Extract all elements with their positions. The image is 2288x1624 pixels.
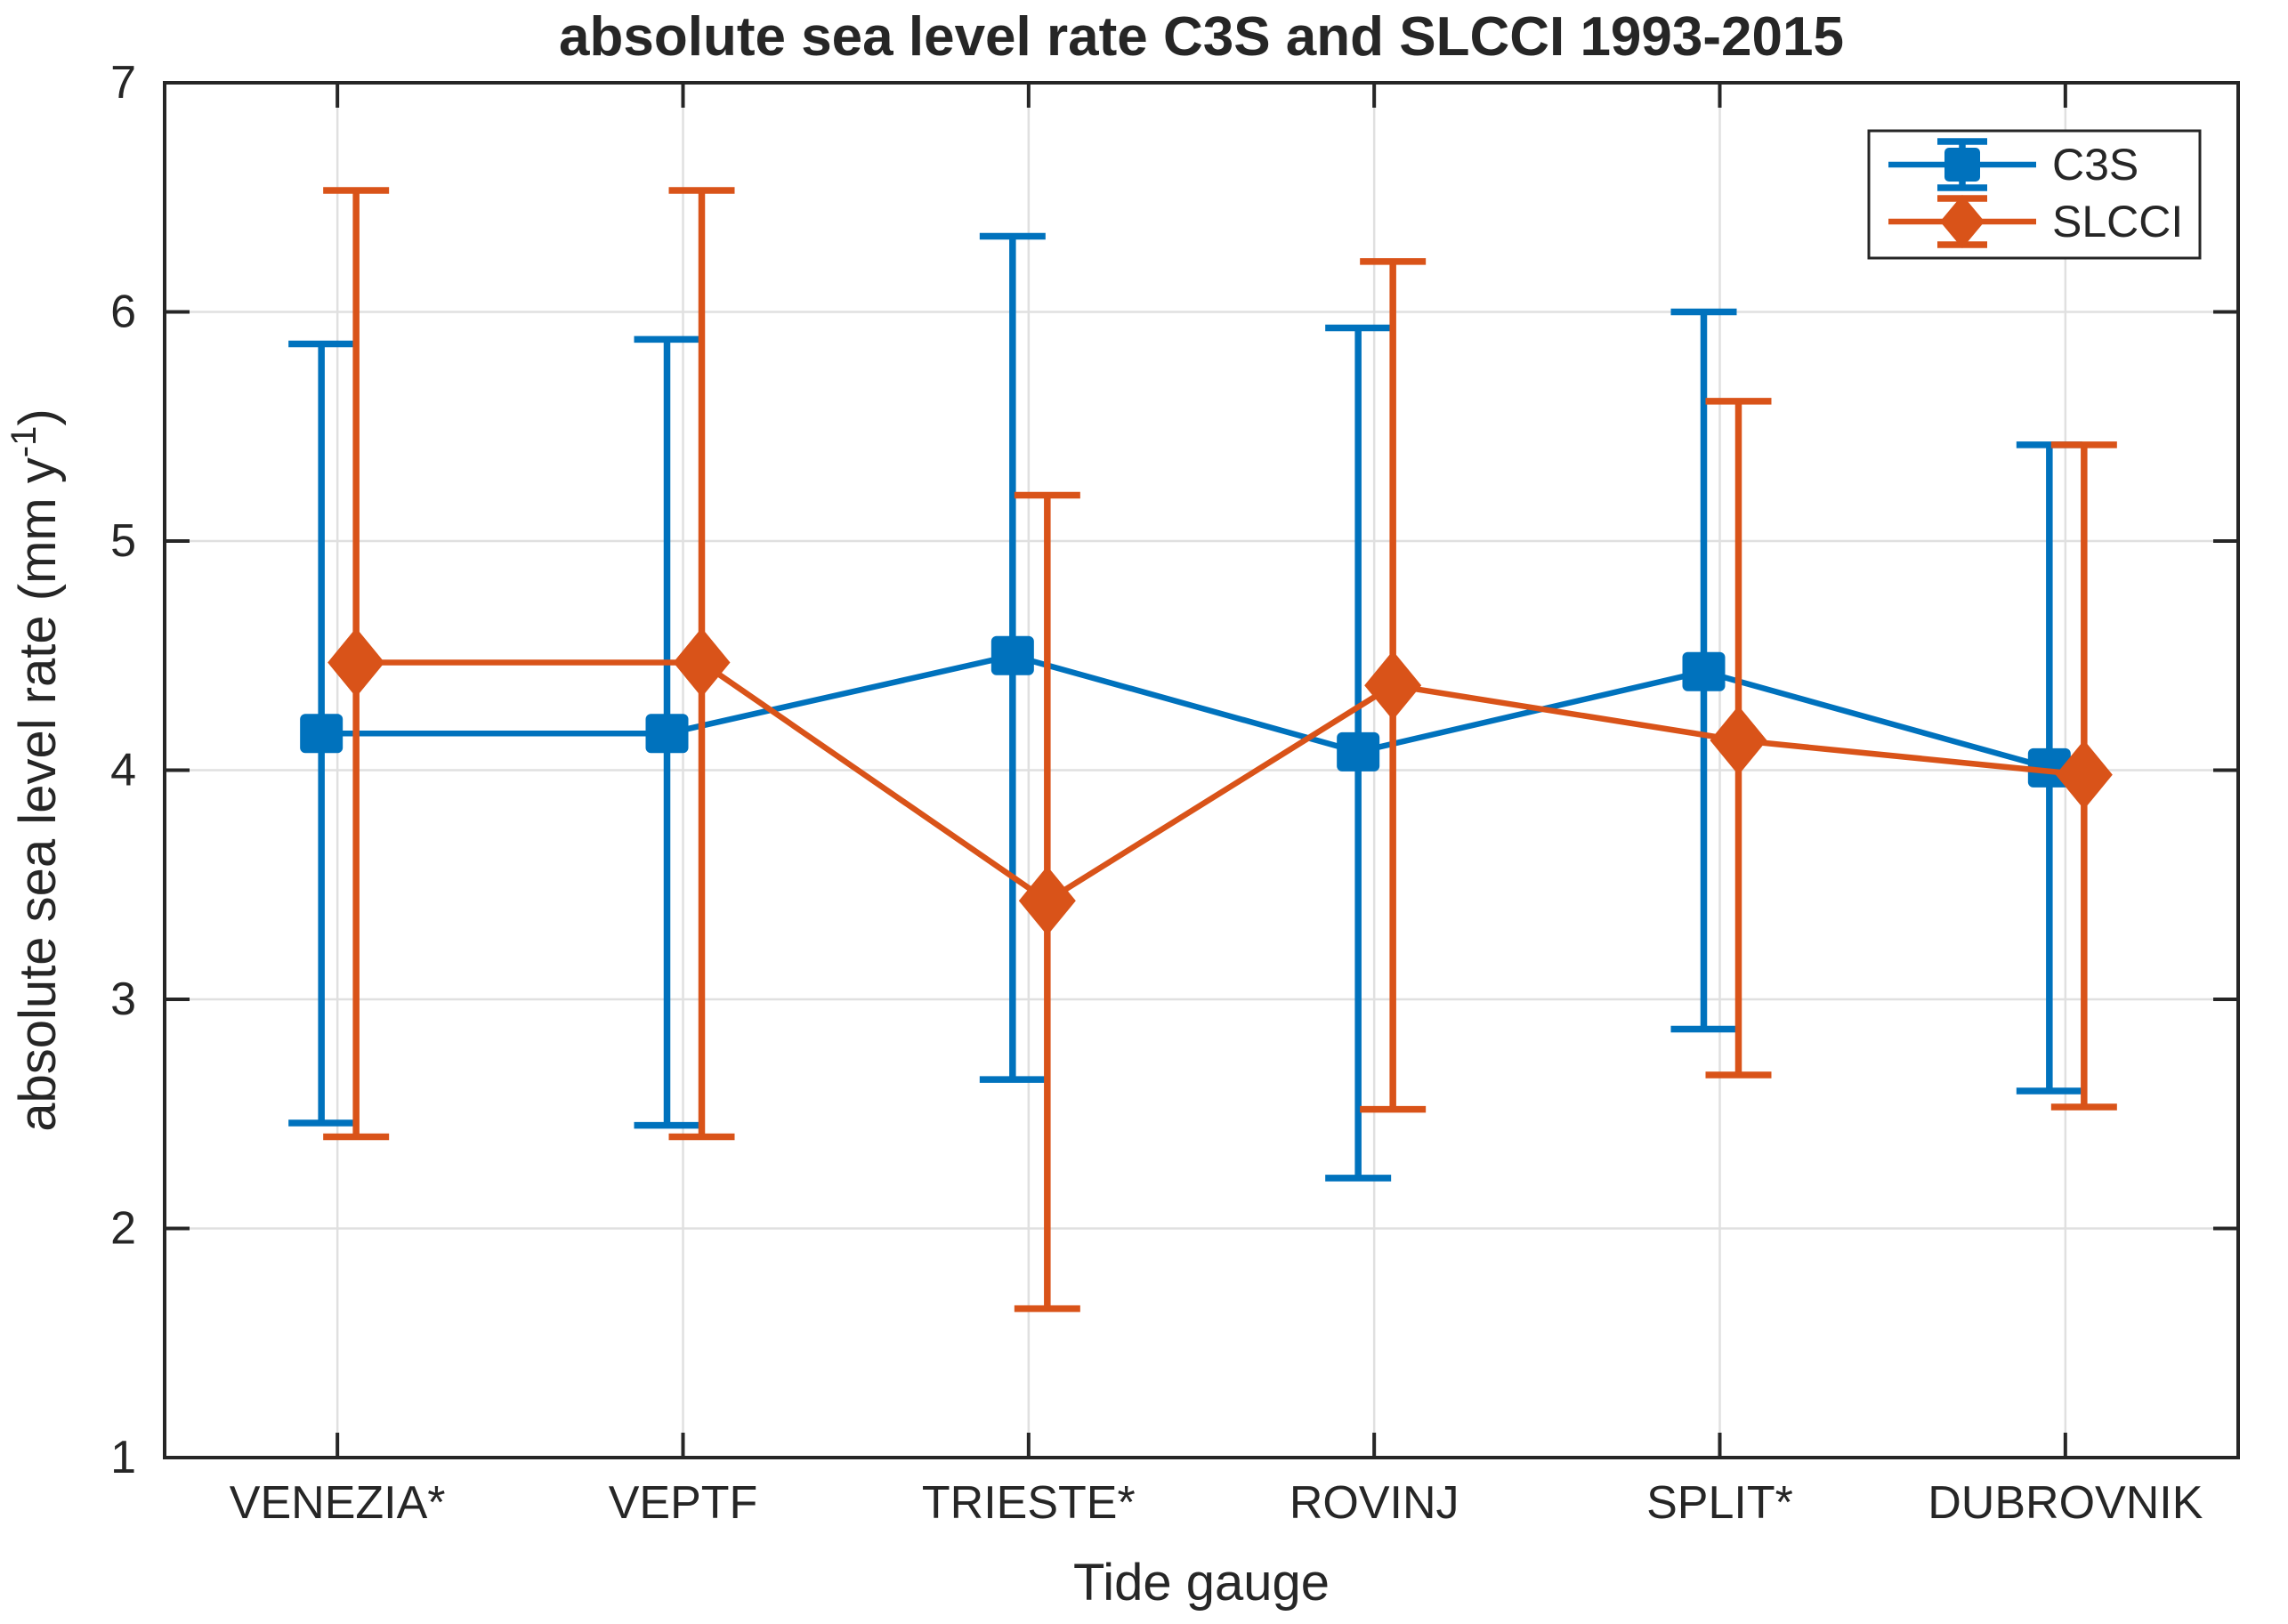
x-tick-label: SPLIT* — [1646, 1477, 1793, 1529]
marker-diamond — [673, 627, 731, 698]
y-tick-label: 5 — [110, 515, 136, 567]
y-tick-label: 1 — [110, 1432, 136, 1483]
marker-square — [990, 635, 1034, 675]
y-tick-label: 6 — [110, 287, 136, 338]
x-tick-label: TRIESTE* — [922, 1477, 1136, 1529]
marker-diamond — [327, 627, 385, 698]
y-tick-label: 3 — [110, 974, 136, 1025]
marker-diamond — [1710, 706, 1767, 776]
x-axis-label: Tide gauge — [1073, 1554, 1330, 1612]
chart-title: absolute sea level rate C3S and SLCCI 19… — [559, 6, 1844, 68]
marker-square — [645, 714, 689, 754]
legend-label: SLCCI — [2052, 197, 2183, 246]
legend — [1867, 129, 2202, 260]
x-tick-label: VENEZIA* — [230, 1477, 446, 1529]
marker-diamond — [1018, 866, 1076, 936]
x-tick-label: DUBROVNIK — [1928, 1477, 2203, 1529]
y-axis-label: absolute sea level rate (mm y-1) — [4, 408, 67, 1131]
x-tick-label: ROVINJ — [1290, 1477, 1459, 1529]
series-line — [321, 652, 2050, 772]
y-tick-label: 7 — [110, 57, 136, 109]
y-tick-label: 2 — [110, 1203, 136, 1255]
marker-square — [1337, 731, 1380, 772]
legend-label: C3S — [2052, 140, 2138, 190]
y-tick-label: 4 — [110, 745, 136, 796]
x-tick-label: VEPTF — [609, 1477, 758, 1529]
marker-diamond — [1364, 650, 1422, 721]
series-line — [356, 659, 2085, 905]
marker-square — [300, 714, 344, 754]
marker-diamond — [2055, 739, 2113, 810]
legend-marker-diamond — [1940, 195, 1985, 248]
series-slcci — [323, 187, 2117, 1313]
legend-marker-square — [1944, 148, 1980, 182]
legend-box — [1867, 129, 2202, 260]
marker-square — [1682, 651, 1726, 691]
